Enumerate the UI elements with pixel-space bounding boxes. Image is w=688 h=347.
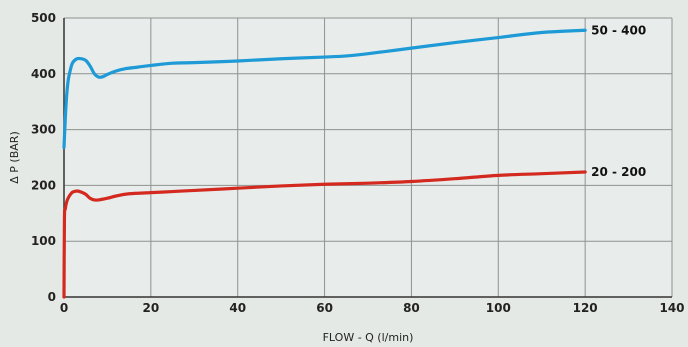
x-axis-label: FLOW - Q (l/min) bbox=[323, 331, 414, 344]
y-tick-labels: 0 100 200 300 400 500 bbox=[31, 11, 56, 304]
x-tick-labels: 0 20 40 60 80 100 120 140 bbox=[60, 301, 685, 315]
series-labels: 50 - 400 20 - 200 bbox=[591, 23, 646, 179]
y-tick-label: 100 bbox=[31, 234, 56, 248]
series-line-0 bbox=[62, 28, 587, 150]
x-tick-label: 100 bbox=[486, 301, 511, 315]
y-tick-label: 300 bbox=[31, 123, 56, 137]
series-label-0: 50 - 400 bbox=[591, 23, 646, 37]
x-tick-label: 0 bbox=[60, 301, 68, 315]
x-tick-label: 60 bbox=[316, 301, 333, 315]
y-axis-label: Δ P (BAR) bbox=[8, 131, 21, 183]
x-tick-label: 80 bbox=[403, 301, 420, 315]
series-line-1 bbox=[62, 170, 587, 299]
x-tick-label: 140 bbox=[659, 301, 684, 315]
x-tick-label: 20 bbox=[143, 301, 160, 315]
plot-area bbox=[64, 18, 672, 297]
grid bbox=[63, 17, 673, 298]
series-lines bbox=[62, 28, 587, 299]
x-tick-label: 120 bbox=[573, 301, 598, 315]
x-tick-label: 40 bbox=[229, 301, 246, 315]
y-tick-label: 500 bbox=[31, 11, 56, 25]
y-tick-label: 200 bbox=[31, 178, 56, 192]
y-tick-label: 0 bbox=[48, 290, 56, 304]
series-label-1: 20 - 200 bbox=[591, 165, 646, 179]
y-tick-label: 400 bbox=[31, 67, 56, 81]
